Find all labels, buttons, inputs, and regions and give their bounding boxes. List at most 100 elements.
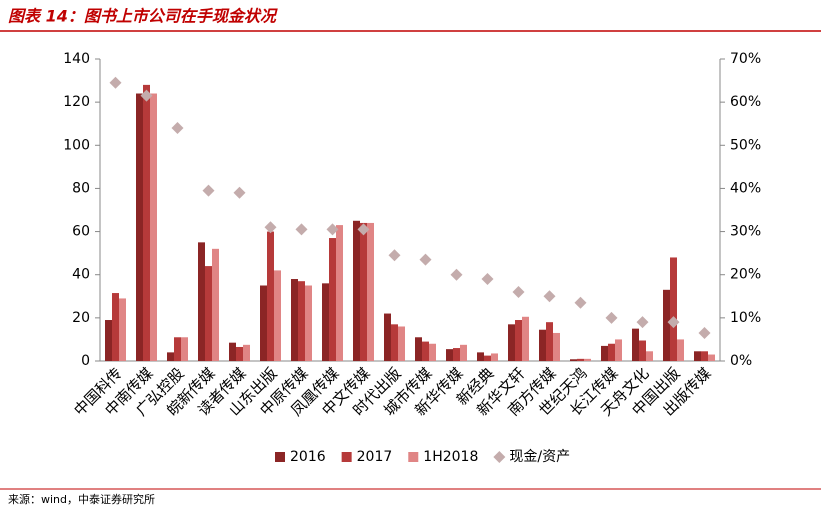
legend-swatch xyxy=(275,452,285,462)
y2-tick-label: 0% xyxy=(730,353,752,369)
y-tick-label: 60 xyxy=(72,224,90,240)
marker xyxy=(140,89,153,102)
bar xyxy=(615,339,622,361)
bar xyxy=(539,329,546,361)
bar xyxy=(570,359,577,361)
bar xyxy=(460,344,467,361)
bar xyxy=(260,285,267,361)
bar xyxy=(198,242,205,361)
bar xyxy=(632,328,639,361)
marker xyxy=(295,223,308,236)
bar xyxy=(336,225,343,361)
source: 来源：wind，中泰证券研究所 xyxy=(8,492,155,506)
bar xyxy=(484,355,491,361)
bar xyxy=(584,358,591,361)
bar xyxy=(546,322,553,361)
y2-tick-label: 70% xyxy=(730,51,761,67)
marker xyxy=(667,316,680,329)
marker xyxy=(109,76,122,89)
bar xyxy=(522,316,529,361)
marker xyxy=(171,122,184,135)
bar xyxy=(267,231,274,361)
marker xyxy=(388,249,401,262)
bar xyxy=(298,281,305,361)
y-tick-label: 40 xyxy=(72,267,90,283)
marker xyxy=(543,290,556,303)
bar xyxy=(174,337,181,361)
bar xyxy=(663,289,670,361)
bar xyxy=(429,343,436,361)
marker xyxy=(636,316,649,329)
bar xyxy=(608,343,615,361)
bar xyxy=(243,344,250,361)
bar xyxy=(105,320,112,361)
y2-tick-label: 10% xyxy=(730,310,761,326)
bar xyxy=(708,354,715,361)
bar xyxy=(508,324,515,361)
bar xyxy=(701,351,708,361)
y-tick-label: 0 xyxy=(81,353,90,369)
bar xyxy=(236,346,243,361)
bar xyxy=(646,351,653,361)
bar xyxy=(112,293,119,361)
bar xyxy=(205,266,212,361)
bar xyxy=(329,238,336,361)
bar xyxy=(305,285,312,361)
bar xyxy=(136,93,143,361)
y2-tick-label: 30% xyxy=(730,224,761,240)
marker xyxy=(574,296,587,309)
bar xyxy=(353,220,360,361)
y-tick-label: 120 xyxy=(63,94,90,110)
bar xyxy=(143,84,150,361)
bar xyxy=(553,332,560,361)
marker xyxy=(326,223,339,236)
y2-tick-label: 50% xyxy=(730,137,761,153)
bar xyxy=(477,352,484,361)
legend-label: 1H2018 xyxy=(423,449,478,465)
y-tick-label: 140 xyxy=(63,51,90,67)
bar xyxy=(391,324,398,361)
bar xyxy=(453,348,460,361)
bar xyxy=(398,326,405,361)
bar xyxy=(670,257,677,361)
bar xyxy=(167,352,174,361)
bar xyxy=(119,298,126,361)
bar xyxy=(694,351,701,361)
marker xyxy=(357,223,370,236)
y2-tick-label: 60% xyxy=(730,94,761,110)
chart-title: 图表 14：图书上市公司在手现金状况 xyxy=(8,7,278,26)
marker xyxy=(264,221,277,234)
bar xyxy=(446,349,453,361)
legend-swatch xyxy=(408,452,419,462)
marker xyxy=(233,186,246,199)
bar xyxy=(415,337,422,361)
y-tick-label: 100 xyxy=(63,137,90,153)
bar xyxy=(515,320,522,361)
marker xyxy=(698,326,711,339)
bar xyxy=(639,340,646,361)
y-tick-label: 20 xyxy=(72,310,90,326)
bar xyxy=(322,283,329,361)
y-tick-label: 80 xyxy=(72,180,90,196)
marker xyxy=(512,285,525,298)
legend-swatch xyxy=(341,452,352,462)
bar xyxy=(291,279,298,361)
bar xyxy=(577,358,584,361)
y2-tick-label: 20% xyxy=(730,267,761,283)
legend-label: 现金/资产 xyxy=(509,449,570,465)
bar xyxy=(601,345,608,361)
bar xyxy=(181,337,188,361)
legend-label: 2016 xyxy=(290,449,326,465)
bar xyxy=(360,222,367,361)
y2-tick-label: 40% xyxy=(730,180,761,196)
bar xyxy=(384,313,391,361)
bar xyxy=(229,342,236,361)
marker xyxy=(481,273,494,286)
bar xyxy=(677,339,684,361)
bar xyxy=(422,341,429,361)
bar xyxy=(367,222,374,361)
bar xyxy=(212,248,219,361)
marker xyxy=(202,184,215,197)
marker xyxy=(450,268,463,281)
